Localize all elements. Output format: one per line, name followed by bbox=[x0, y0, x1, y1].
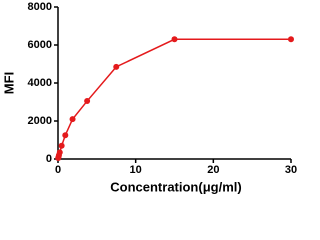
x-tick-label: 10 bbox=[130, 164, 142, 176]
data-point bbox=[171, 36, 178, 43]
x-axis-title: Concentration(μg/ml) bbox=[110, 179, 241, 194]
y-tick-label: 8000 bbox=[28, 1, 52, 13]
data-point bbox=[69, 116, 76, 123]
x-tick-label: 0 bbox=[55, 164, 61, 176]
data-point bbox=[84, 98, 91, 105]
y-axis-title: MFI bbox=[1, 72, 16, 94]
x-tick-label: 30 bbox=[285, 164, 297, 176]
chart: Concentration(μg/ml) MFI 0 2000 4000 6000 80… bbox=[1, 1, 297, 195]
y-tick-label: 6000 bbox=[28, 39, 52, 51]
x-tick-label: 20 bbox=[207, 164, 219, 176]
data-point bbox=[56, 149, 63, 156]
y-tick-label: 0 bbox=[46, 153, 52, 165]
y-tick-label: 4000 bbox=[28, 77, 52, 89]
data-point bbox=[288, 36, 294, 43]
data-point bbox=[62, 132, 69, 139]
data-point bbox=[113, 63, 120, 70]
y-tick-label: 2000 bbox=[28, 115, 52, 127]
data-point bbox=[58, 142, 65, 149]
series-line bbox=[57, 38, 291, 159]
